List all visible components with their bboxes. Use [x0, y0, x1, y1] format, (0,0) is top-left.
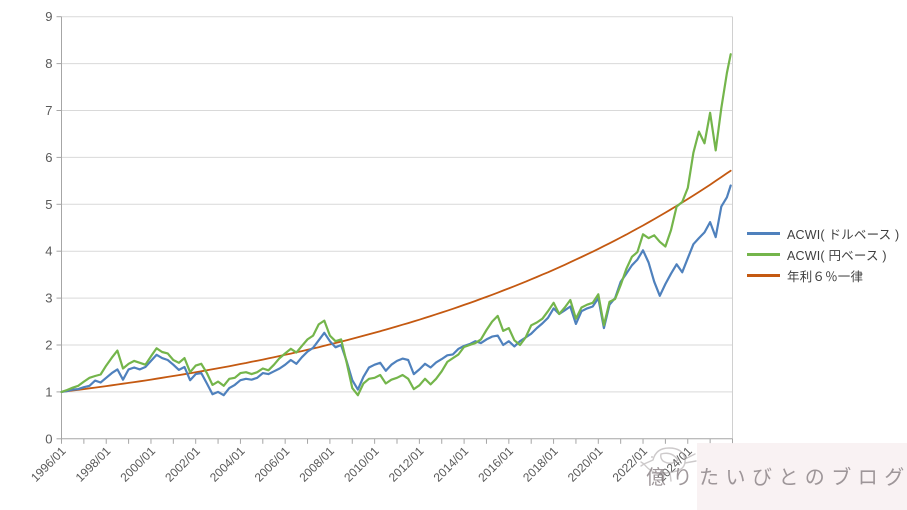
- y-axis-label-1: 1: [45, 384, 52, 399]
- y-axis-label-6: 6: [45, 150, 52, 165]
- series-line-acwi-jpy: [60, 53, 732, 397]
- watermark-background: [697, 443, 907, 510]
- x-axis-label: 2012/01: [386, 444, 427, 485]
- y-axis-label-4: 4: [45, 244, 52, 259]
- legend-label-acwi-usd: ACWI( ドルベース ): [787, 227, 900, 242]
- x-axis-label: 2018/01: [520, 444, 561, 485]
- y-axis-label-3: 3: [45, 291, 52, 306]
- x-axis-label: 2004/01: [207, 444, 248, 485]
- legend-item-acwi-jpy: ACWI( 円ベース ): [747, 247, 899, 263]
- x-axis-label: 1998/01: [73, 444, 114, 485]
- y-axis-label-7: 7: [45, 103, 52, 118]
- y-axis-label-5: 5: [45, 197, 52, 212]
- x-axis-label: 2006/01: [252, 444, 293, 485]
- legend-item-6pct: 年利６％一律: [747, 268, 899, 284]
- x-axis-label: 2002/01: [162, 444, 203, 485]
- legend-line-swatch-acwi-jpy: [747, 252, 780, 256]
- x-axis-label: 2020/01: [565, 444, 606, 485]
- watermark-text: 億りたいびとのブログ: [646, 467, 907, 489]
- legend-line-swatch-6pct: [747, 273, 780, 277]
- bird-icon: [640, 447, 697, 483]
- legend-label-6pct: 年利６％一律: [787, 269, 864, 284]
- legend-line-swatch-acwi-usd: [747, 231, 780, 235]
- x-axis-label: 2000/01: [118, 444, 159, 485]
- legend: ACWI( ドルベース ) ACWI( 円ベース ) 年利６％一律: [747, 226, 900, 284]
- legend-label-acwi-jpy: ACWI( 円ベース ): [787, 248, 887, 263]
- y-axis-label-9: 9: [45, 9, 52, 24]
- x-axis-label: 2010/01: [341, 444, 382, 485]
- y-axis-label-2: 2: [45, 338, 52, 353]
- series-line-acwi-usd: [60, 184, 732, 397]
- x-axis-label: 2008/01: [296, 444, 337, 485]
- x-axis-label: 2016/01: [475, 444, 516, 485]
- legend-item-acwi-usd: ACWI( ドルベース ): [747, 226, 900, 242]
- x-axis-label: 2014/01: [431, 444, 472, 485]
- y-axis-label-8: 8: [45, 56, 52, 71]
- x-axis-label: 1996/01: [28, 444, 69, 485]
- series-line-6pct-rate: [60, 169, 732, 393]
- y-axis-label-0: 0: [45, 431, 52, 446]
